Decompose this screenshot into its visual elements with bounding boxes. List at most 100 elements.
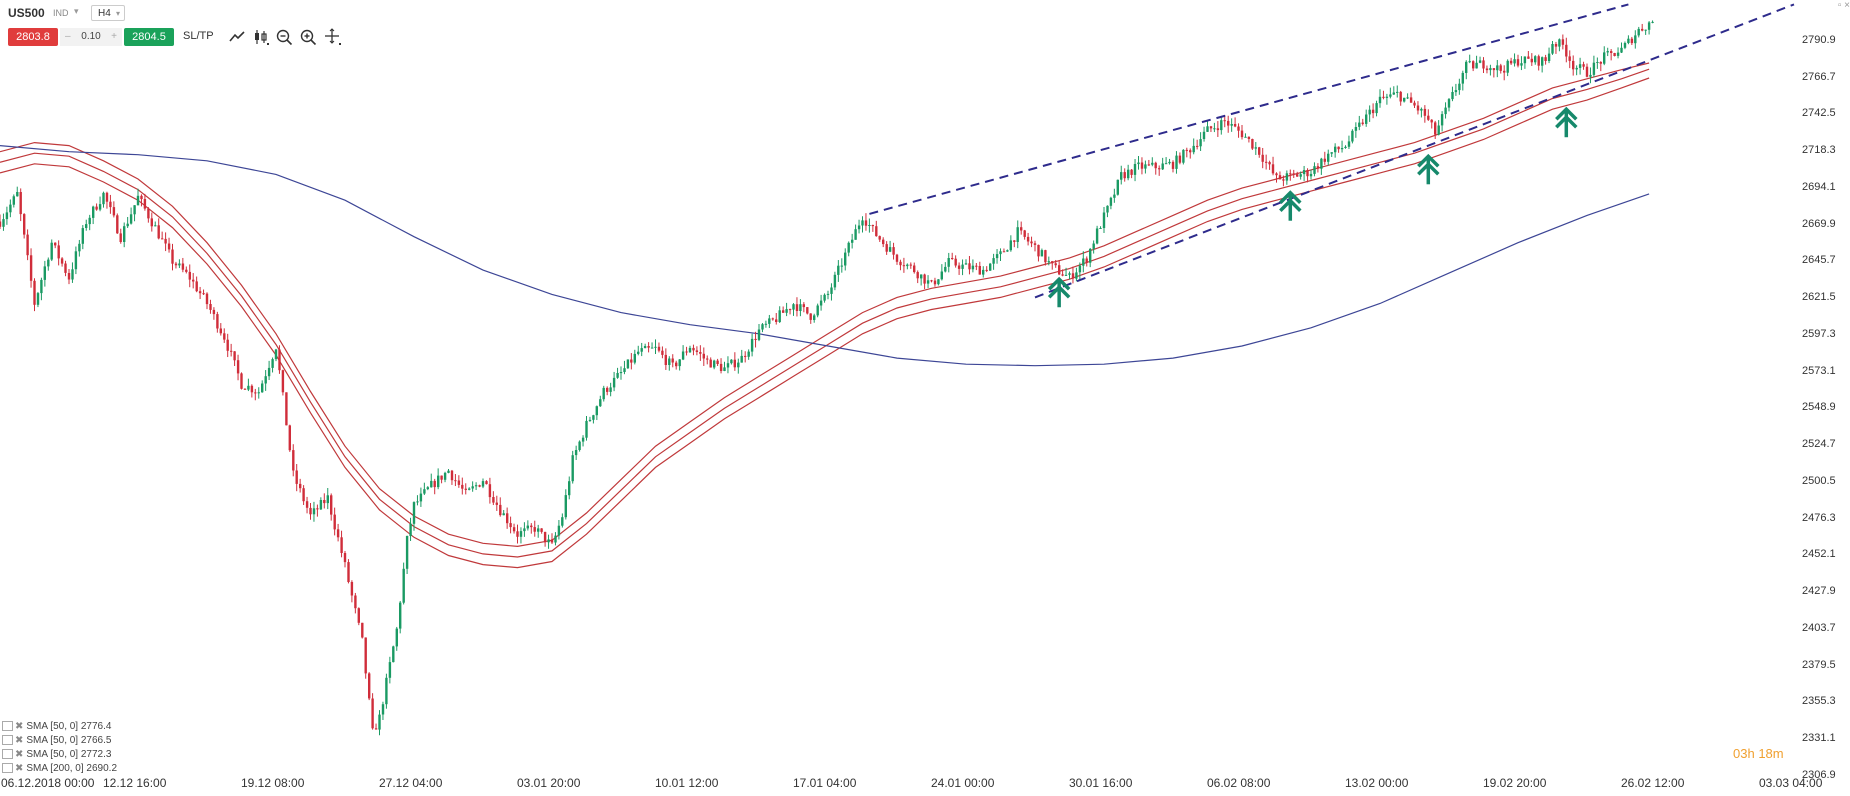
candle-body [1454, 90, 1458, 93]
candle-body [1551, 44, 1554, 54]
settings-icon[interactable] [2, 735, 13, 746]
candle-body [202, 293, 205, 295]
close-icon[interactable]: ✖ [15, 763, 24, 774]
settings-icon[interactable] [2, 763, 13, 774]
trendline-upper[interactable] [869, 3, 1629, 215]
candle-body [913, 265, 916, 273]
candle-body [1033, 243, 1037, 245]
candle-body [143, 199, 147, 209]
candle-body [1641, 28, 1644, 31]
candle-body [1182, 149, 1185, 163]
candle-body [0, 221, 2, 227]
candle-body [233, 351, 236, 361]
close-icon[interactable]: ✖ [15, 735, 24, 746]
symbol-dropdown-icon[interactable]: ▾ [74, 6, 79, 16]
candle-body [1523, 56, 1527, 64]
close-icon[interactable]: ✖ [15, 721, 24, 732]
quantity-stepper[interactable]: – 0.10 + [60, 28, 122, 46]
candle-body [1030, 241, 1033, 244]
candle-body [578, 441, 581, 450]
line-chart-icon[interactable] [228, 28, 246, 46]
candle-body [1647, 22, 1651, 30]
price-tick-label: 2766.7 [1802, 70, 1836, 83]
price-tick-label: 2718.3 [1802, 144, 1836, 157]
settings-icon[interactable] [2, 721, 13, 732]
legend-item[interactable]: ✖ SMA [50, 0] 2766.5 [2, 734, 117, 748]
candle-body [668, 358, 671, 365]
candle-body [81, 228, 84, 244]
candle-body [1361, 122, 1364, 124]
candle-body [892, 247, 895, 255]
candle-body [16, 192, 19, 197]
candle-body [1578, 64, 1582, 68]
candle-body [816, 305, 819, 316]
window-controls[interactable]: ▫ × [1837, 0, 1850, 11]
candle-body [1320, 158, 1323, 169]
candle-body [1406, 97, 1409, 99]
candle-body [278, 349, 281, 371]
legend-label: SMA [50, 0] 2772.3 [26, 749, 112, 760]
candle-body [174, 263, 178, 266]
zoom-out-icon[interactable] [275, 28, 293, 46]
candle-body [1278, 175, 1282, 180]
candle-body [764, 323, 768, 325]
candle-type-icon[interactable] [252, 28, 270, 46]
candle-body [1537, 56, 1540, 66]
candle-body [1175, 155, 1178, 169]
sltp-button[interactable]: SL/TP [183, 30, 214, 42]
settings-icon[interactable] [2, 749, 13, 760]
candle-body [612, 377, 616, 388]
symbol-type-label: IND [53, 8, 69, 18]
candle-body [754, 338, 757, 340]
quantity-value[interactable]: 0.10 [81, 31, 101, 42]
candle-body [23, 214, 26, 235]
price-tick-label: 2476.3 [1802, 511, 1836, 524]
countdown-minutes: 18m [1758, 746, 1784, 761]
candle-body [92, 206, 95, 218]
candle-body [1430, 119, 1433, 123]
zoom-in-icon[interactable] [299, 28, 317, 46]
moving-average-line [0, 62, 1650, 548]
plus-icon[interactable]: + [111, 31, 117, 42]
legend-item[interactable]: ✖ SMA [50, 0] 2772.3 [2, 748, 117, 762]
legend-item[interactable]: ✖ SMA [200, 0] 2690.2 [2, 762, 117, 776]
candle-body [885, 244, 888, 252]
candle-body [1344, 146, 1347, 148]
timeframe-select[interactable]: H4 ▾ [91, 5, 125, 21]
candle-body [1634, 35, 1637, 44]
candle-body [916, 272, 919, 279]
candle-body [129, 214, 133, 224]
candle-body [1120, 172, 1123, 180]
minus-icon[interactable]: – [65, 31, 71, 42]
double-up-arrow-icon [1047, 276, 1071, 308]
symbol-label[interactable]: US500 [8, 6, 45, 20]
candle-body [933, 280, 937, 285]
legend-label: SMA [200, 0] 2690.2 [26, 763, 118, 774]
candle-body [1541, 57, 1544, 66]
crosshair-icon[interactable] [324, 28, 342, 46]
arrow-chevron-top [1555, 106, 1578, 121]
candle-body [926, 280, 930, 284]
candle-body [1330, 152, 1333, 154]
sell-button[interactable]: 2803.8 [8, 28, 58, 46]
candle-body [792, 304, 795, 310]
candle-body [171, 249, 174, 264]
time-tick-label: 12.12 16:00 [103, 776, 167, 790]
legend-item[interactable]: ✖ SMA [50, 0] 2776.4 [2, 720, 117, 734]
candle-body [36, 293, 40, 305]
candle-body [1271, 164, 1275, 174]
candle-body [1227, 120, 1230, 126]
candle-body [1237, 126, 1240, 131]
candle-body [978, 266, 981, 275]
candle-body [12, 196, 15, 205]
trendline-lower[interactable] [1034, 3, 1795, 299]
buy-button[interactable]: 2804.5 [124, 28, 174, 46]
candle-body [1509, 60, 1513, 64]
candle-body [26, 234, 29, 256]
candle-body [167, 243, 171, 250]
close-icon[interactable]: ✖ [15, 749, 24, 760]
candle-body [947, 258, 950, 267]
candle-body [1133, 164, 1137, 175]
candle-body [643, 346, 647, 349]
